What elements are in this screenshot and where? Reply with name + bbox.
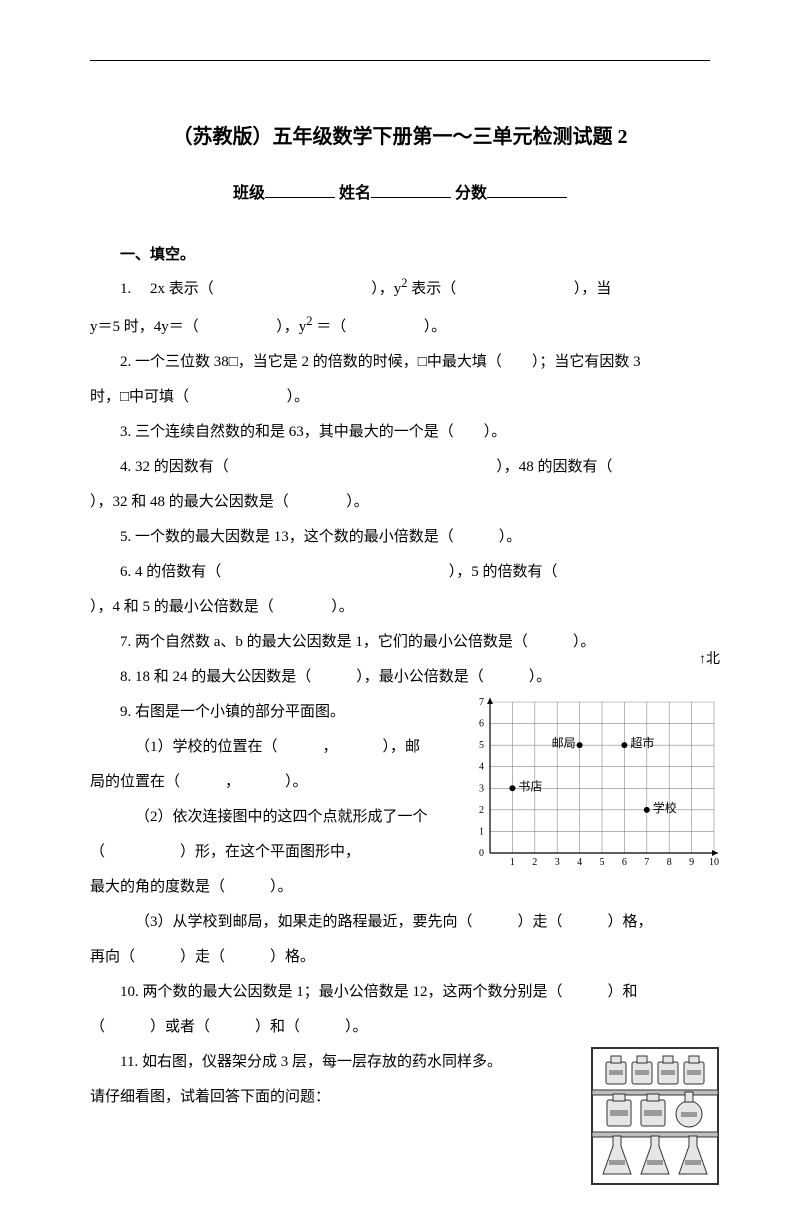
svg-text:书店: 书店 bbox=[518, 779, 542, 793]
svg-text:3: 3 bbox=[555, 857, 560, 868]
q10-line2: （ ）或者（ ）和（ ）。 bbox=[90, 1011, 710, 1044]
q4-line2: ），32 和 48 的最大公因数是（ ）。 bbox=[90, 486, 710, 519]
q2-text-c: ）。 bbox=[287, 389, 310, 405]
q6-text-b: ），5 的倍数有（ bbox=[449, 564, 558, 580]
svg-text:邮局: 邮局 bbox=[552, 736, 576, 750]
svg-text:2: 2 bbox=[479, 805, 484, 816]
q10-line1: 10. 两个数的最大公因数是 1；最小公倍数是 12，这两个数分别是（ ）和 bbox=[120, 976, 710, 1009]
q1-text-b: ），y bbox=[371, 281, 401, 297]
q1-text-d: ），当 bbox=[574, 281, 612, 297]
q4-line1: 4. 32 的因数有（ ），48 的因数有（ bbox=[120, 451, 710, 484]
info-line: 班级 姓名 分数 bbox=[90, 179, 710, 203]
q6-text-a: 6. 4 的倍数有（ bbox=[120, 564, 221, 580]
svg-text:6: 6 bbox=[622, 857, 627, 868]
q4-text-c: ），32 和 48 的最大公因数是（ bbox=[90, 494, 289, 510]
label-score: 分数 bbox=[455, 185, 487, 202]
blank-class[interactable] bbox=[265, 181, 335, 198]
page: （苏教版）五年级数学下册第一～三单元检测试题 2 班级 姓名 分数 一、填空。 … bbox=[0, 0, 800, 1231]
svg-text:8: 8 bbox=[667, 857, 672, 868]
q6-line1: 6. 4 的倍数有（ ），5 的倍数有（ bbox=[120, 556, 710, 589]
q7: 7. 两个自然数 a、b 的最大公因数是 1，它们的最小公倍数是（ ）。 bbox=[120, 626, 710, 659]
svg-text:超市: 超市 bbox=[630, 735, 654, 750]
blank-name[interactable] bbox=[371, 181, 451, 198]
svg-text:6: 6 bbox=[479, 719, 484, 730]
q9-3b: 再向（ ）走（ ）格。 bbox=[90, 941, 710, 974]
north-indicator: ↑北 bbox=[699, 648, 720, 668]
q1-text-e: y＝5 时，4y＝（ bbox=[90, 319, 199, 335]
top-rule bbox=[90, 60, 710, 61]
shelf-svg bbox=[590, 1046, 720, 1186]
q1-text-g: ＝（ bbox=[316, 319, 346, 335]
svg-text:7: 7 bbox=[479, 697, 484, 708]
svg-text:1: 1 bbox=[479, 826, 484, 837]
svg-text:5: 5 bbox=[600, 857, 605, 868]
svg-text:2: 2 bbox=[532, 857, 537, 868]
q4-text-a: 4. 32 的因数有（ bbox=[120, 459, 229, 475]
q6-text-d: ）。 bbox=[331, 599, 354, 615]
q4-text-b: ），48 的因数有（ bbox=[496, 459, 612, 475]
q6-text-c: ），4 和 5 的最小公倍数是（ bbox=[90, 599, 274, 615]
shelf-figure bbox=[590, 1046, 720, 1191]
svg-text:1: 1 bbox=[510, 857, 515, 868]
svg-text:5: 5 bbox=[479, 740, 484, 751]
svg-text:0: 0 bbox=[479, 848, 484, 859]
label-class: 班级 bbox=[233, 185, 265, 202]
q3: 3. 三个连续自然数的和是 63，其中最大的一个是（ ）。 bbox=[120, 416, 710, 449]
page-title: （苏教版）五年级数学下册第一～三单元检测试题 2 bbox=[90, 120, 710, 149]
q1-text-a: 1. 2x 表示（ bbox=[120, 281, 214, 297]
blank-score[interactable] bbox=[487, 181, 567, 198]
q9-3a: （3）从学校到邮局，如果走的路程最近，要先向（ ）走（ ）格， bbox=[135, 906, 710, 939]
svg-text:4: 4 bbox=[577, 857, 582, 868]
q1-text-c: 表示（ bbox=[411, 281, 456, 297]
q8: 8. 18 和 24 的最大公因数是（ ），最小公倍数是（ ）。 bbox=[120, 661, 710, 694]
q1-text-h: ）。 bbox=[424, 319, 447, 335]
q6-line2: ），4 和 5 的最小公倍数是（ ）。 bbox=[90, 591, 710, 624]
q2-line1: 2. 一个三位数 38□，当它是 2 的倍数的时候，□中最大填（ ）；当它有因数… bbox=[120, 346, 710, 379]
svg-text:9: 9 bbox=[689, 857, 694, 868]
q5: 5. 一个数的最大因数是 13，这个数的最小倍数是（ ）。 bbox=[120, 521, 710, 554]
svg-text:7: 7 bbox=[644, 857, 649, 868]
q1-sup2: 2 bbox=[306, 314, 312, 328]
svg-text:3: 3 bbox=[479, 783, 484, 794]
svg-text:学校: 学校 bbox=[653, 800, 677, 815]
label-name: 姓名 bbox=[339, 185, 371, 202]
svg-text:4: 4 bbox=[479, 762, 484, 773]
q1-sup1: 2 bbox=[401, 276, 407, 290]
map-chart: 1 2 3 4 5 6 7 8 9 10 0 1 2 3 4 5 6 7 邮局 超市书店学校 bbox=[470, 696, 720, 876]
q4-text-d: ）。 bbox=[346, 494, 369, 510]
q1-line2: y＝5 时，4y＝（ ），y2 ＝（ ）。 bbox=[90, 308, 710, 344]
map-svg: 1 2 3 4 5 6 7 8 9 10 0 1 2 3 4 5 6 7 邮局 超市书店学校 bbox=[470, 696, 720, 871]
q2-text-b: 时，□中可填（ bbox=[90, 389, 189, 405]
q1: 1. 2x 表示（ ），y2 表示（ ），当 bbox=[120, 270, 710, 306]
svg-text:10: 10 bbox=[709, 857, 719, 868]
q1-text-f: ），y bbox=[276, 319, 306, 335]
section-1-heading: 一、填空。 bbox=[120, 243, 710, 264]
q2-line2: 时，□中可填（ ）。 bbox=[90, 381, 710, 414]
